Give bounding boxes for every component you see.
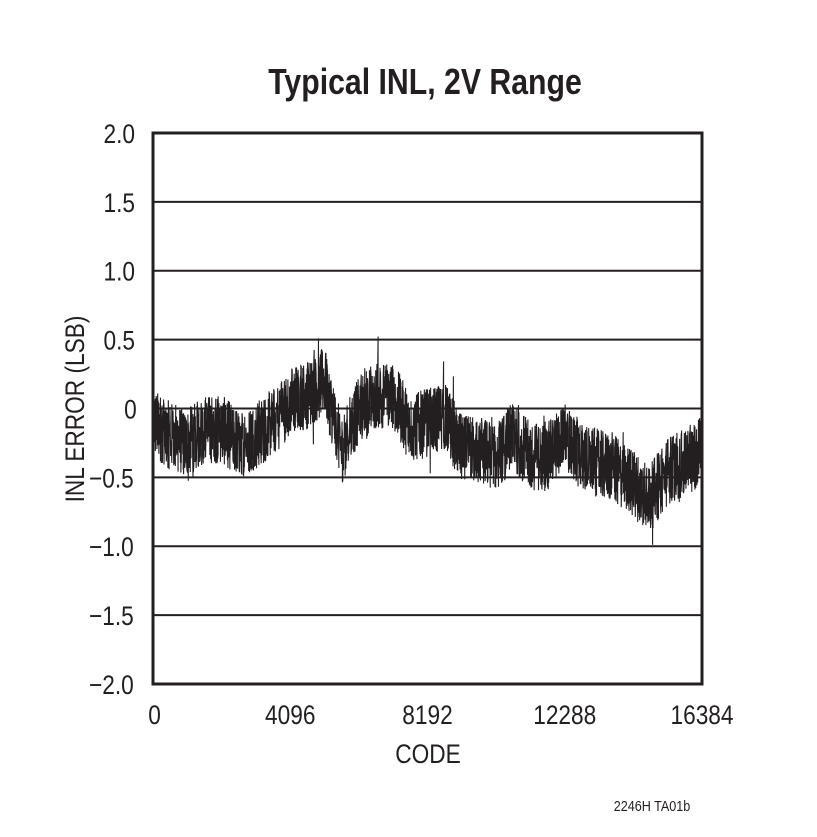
- y-tick-label: −2.0: [89, 670, 134, 700]
- y-tick-labels: 2.0 1.5 1.0 0.5 0 −0.5 −1.0 −1.5 −2.0: [89, 119, 137, 700]
- x-tick-label: 8192: [402, 700, 452, 730]
- y-axis-label-group: INL ERROR (LSB): [60, 316, 90, 503]
- y-tick-label: −0.5: [89, 464, 134, 494]
- series-trace: [152, 336, 703, 545]
- series-line: [152, 336, 703, 545]
- y-tick-label: −1.5: [89, 601, 134, 631]
- y-tick-label: −1.0: [89, 532, 134, 562]
- x-tick-label: 12288: [533, 700, 596, 730]
- x-tick-label: 4096: [265, 700, 315, 730]
- y-tick-label: 2.0: [103, 119, 135, 149]
- y-tick-label: 1.5: [103, 188, 135, 218]
- x-tick-labels: 0 4096 8192 12288 16384: [148, 700, 733, 730]
- x-tick-label: 0: [148, 700, 161, 730]
- plot-frame: [151, 131, 704, 686]
- y-tick-label: 0.5: [103, 326, 135, 356]
- gridlines: [153, 200, 702, 617]
- x-axis-label: CODE: [395, 739, 461, 769]
- y-axis-label: INL ERROR (LSB): [60, 316, 90, 503]
- chart-title: Typical INL, 2V Range: [268, 63, 582, 103]
- y-tick-label: 1.0: [103, 257, 135, 287]
- x-tick-label: 16384: [670, 700, 733, 730]
- y-tick-label: 0: [124, 395, 137, 425]
- figure-code: 2246H TA01b: [614, 797, 691, 814]
